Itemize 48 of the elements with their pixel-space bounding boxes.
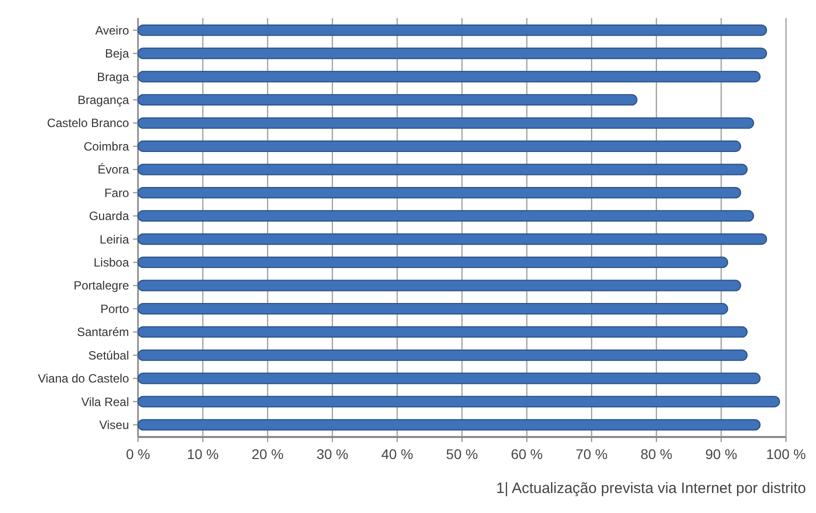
bar [138, 280, 742, 292]
y-tick-label: Guarda [88, 209, 130, 224]
y-tick-label: Viseu [99, 418, 129, 432]
x-tick-label: 50 % [446, 446, 478, 462]
bar [138, 419, 761, 431]
x-tick-label: 60 % [510, 446, 543, 462]
bar [138, 396, 780, 408]
x-tick-label: 90 % [705, 446, 738, 462]
x-tick-label: 10 % [186, 446, 219, 462]
y-tick-label: Évora [98, 162, 130, 177]
y-tick-label: Braga [96, 70, 130, 84]
y-tick-label: Vila Real [81, 394, 129, 409]
y-tick-label: Beja [104, 46, 130, 61]
bar [138, 70, 761, 82]
bar [138, 186, 742, 198]
y-tick-label: Faro [104, 186, 130, 200]
x-tick-label: 30 % [316, 446, 348, 462]
bar [138, 164, 748, 176]
y-tick-label: Porto [100, 302, 130, 316]
y-tick-label: Coimbra [84, 139, 130, 154]
bar [138, 210, 754, 222]
bar [138, 349, 748, 361]
bar [138, 140, 742, 152]
x-tick-label: 80 % [640, 446, 672, 462]
y-tick-label: Aveiro [95, 23, 130, 38]
x-tick-label: 20 % [252, 446, 284, 462]
bar [138, 372, 761, 384]
y-tick-label: Santarém [76, 325, 129, 340]
bar [138, 94, 638, 106]
x-tick-label: 0 % [126, 446, 150, 462]
y-tick-label: Leiria [100, 232, 130, 246]
bar [138, 233, 768, 245]
bar [138, 117, 754, 129]
y-tick-label: Castelo Branco [46, 116, 130, 130]
bar [138, 326, 748, 338]
bar [138, 256, 728, 268]
y-tick-label: Setúbal [88, 348, 129, 362]
bar [138, 48, 768, 60]
x-tick-label: 70 % [576, 446, 608, 462]
bar [138, 24, 768, 36]
text: 1| Actualização prevista via Internet por distrito [496, 480, 806, 497]
x-tick-label: 100 % [766, 446, 806, 462]
y-tick-label: Lisboa [94, 256, 130, 270]
y-tick-label: Viana do Castelo [38, 372, 130, 386]
y-tick-label: Bragança [78, 93, 130, 108]
y-tick-label: Portalegre [74, 278, 130, 293]
x-tick-label: 40 % [381, 446, 414, 462]
bar [138, 303, 728, 314]
